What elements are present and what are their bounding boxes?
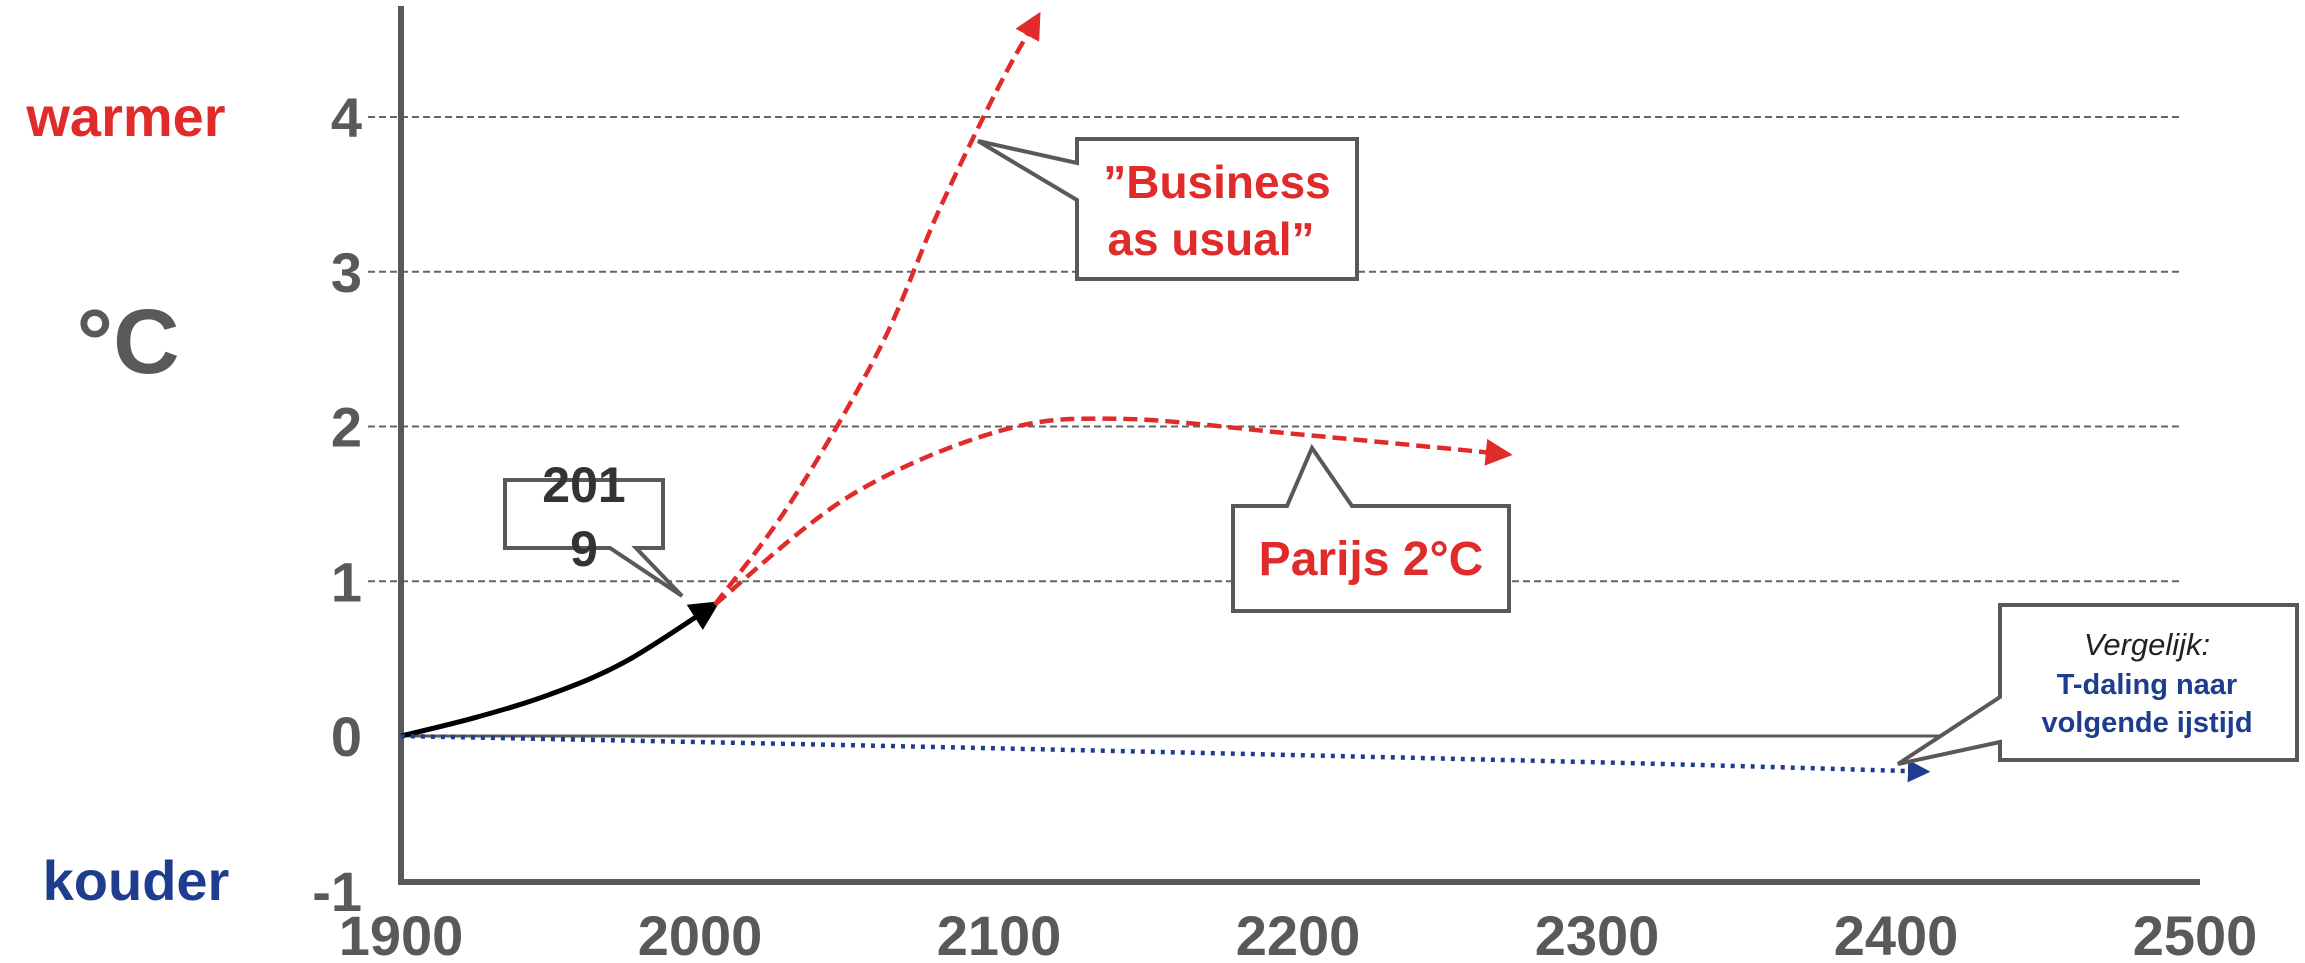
callout-vergelijk-line1: Vergelijk:	[2084, 627, 2210, 662]
series-ice-age	[400, 733, 1931, 783]
y-tick--1: -1	[312, 860, 362, 923]
callout-vergelijk: Vergelijk: T-daling naar volgende ijstij…	[1896, 603, 2299, 766]
callout-2019-line1: 201	[542, 457, 625, 513]
series-group	[400, 11, 1931, 783]
degrees-label: °C	[76, 291, 179, 393]
callout-parijs: Parijs 2°C	[1231, 443, 1511, 613]
callout-business-as-usual: ”Business as usual”	[976, 137, 1359, 281]
callout-2019-box	[503, 478, 684, 598]
x-tick-2100: 2100	[937, 904, 1062, 963]
y-tick-labels: -1 0 1 2 3 4	[312, 86, 362, 923]
y-tick-3: 3	[331, 241, 362, 304]
callout-vergelijk-box	[1896, 603, 2299, 766]
x-tick-2500: 2500	[2133, 904, 2258, 963]
x-tick-2200: 2200	[1236, 904, 1361, 963]
y-tick-0: 0	[331, 705, 362, 768]
callout-2019: 201 9	[503, 457, 684, 598]
series-paris	[713, 416, 1513, 607]
y-tick-4: 4	[331, 86, 362, 149]
x-tick-1900: 1900	[339, 904, 464, 963]
callout-bau-line1: ”Business	[1103, 156, 1331, 208]
y-tick-2: 2	[331, 396, 362, 459]
callout-parijs-text: Parijs 2°C	[1259, 533, 1484, 586]
callout-2019-line2: 9	[570, 521, 598, 577]
x-tick-2400: 2400	[1834, 904, 1959, 963]
y-tick-1: 1	[331, 550, 362, 613]
x-tick-labels: 1900 2000 2100 2200 2300 2400 2500	[339, 904, 2258, 963]
series-business-as-usual	[713, 11, 1041, 606]
x-tick-2000: 2000	[638, 904, 763, 963]
x-tick-2300: 2300	[1535, 904, 1660, 963]
callout-bau-box	[976, 137, 1359, 281]
series-historical	[400, 601, 721, 739]
kouder-label: kouder	[43, 849, 230, 912]
callout-parijs-box	[1231, 443, 1511, 613]
callout-vergelijk-line3: volgende ijstijd	[2041, 707, 2252, 739]
callout-vergelijk-line2: T-daling naar	[2057, 669, 2237, 701]
callout-bau-line2: as usual”	[1107, 213, 1314, 265]
warmer-label: warmer	[25, 85, 225, 148]
